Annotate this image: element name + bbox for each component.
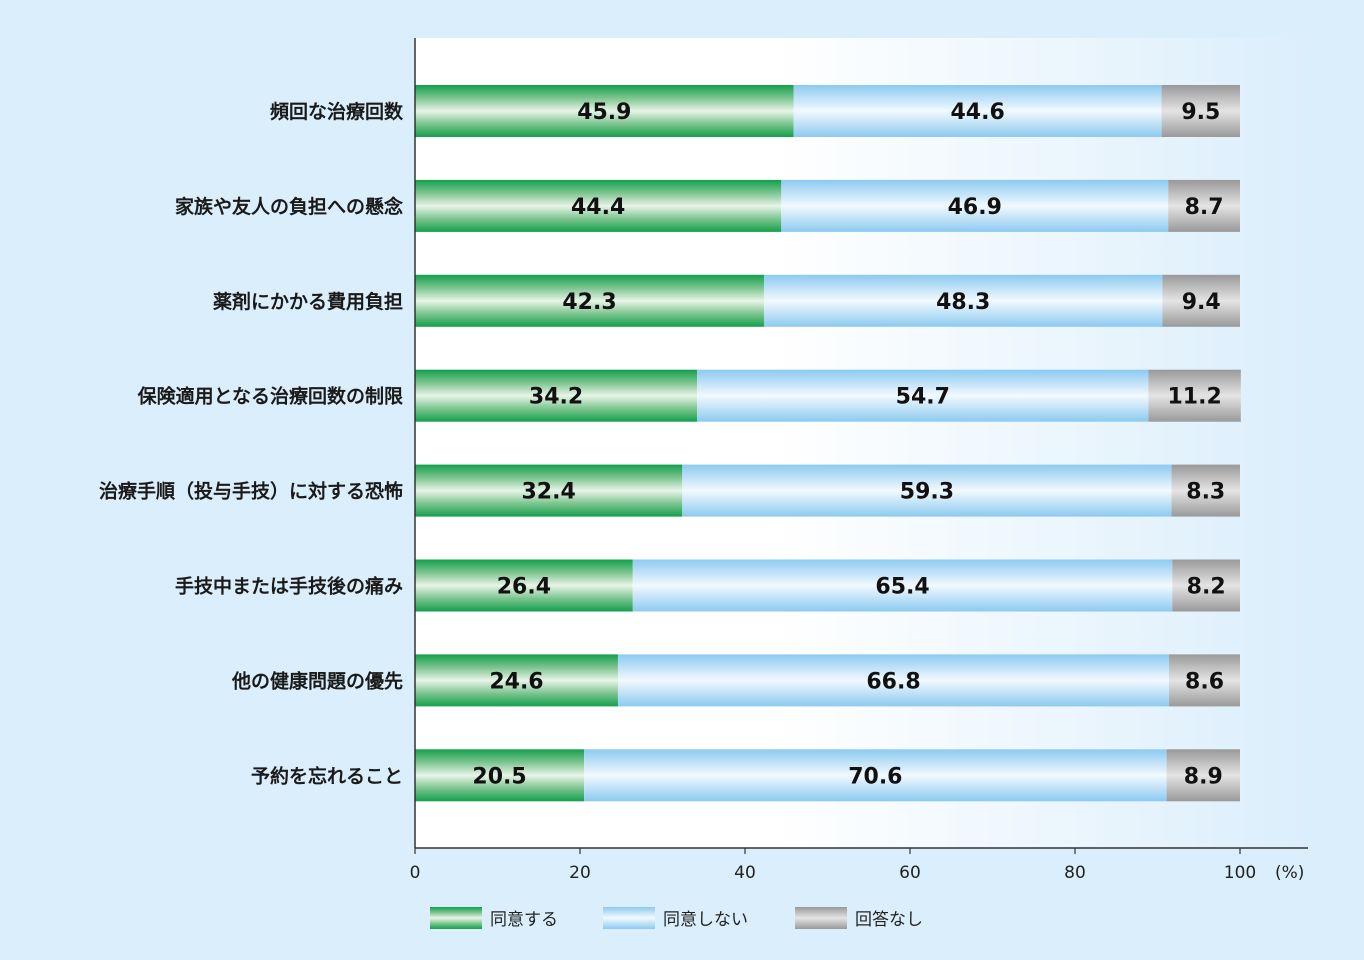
bar-segment-agree [415,654,618,707]
data-label: 44.4 [571,195,625,220]
legend-label: 同意する [490,910,558,930]
data-label: 70.6 [848,764,902,789]
data-label: 65.4 [875,575,929,600]
data-label: 32.4 [522,480,576,505]
category-label: 頻回な治療回数 [270,100,404,123]
data-label: 8.6 [1185,669,1224,694]
data-label: 26.4 [497,575,551,600]
data-label: 8.2 [1187,575,1226,600]
category-label: 手技中または手技後の痛み [175,575,403,598]
bar-segment-no-answer [1148,369,1241,422]
bar-segment-agree [415,179,782,232]
bar-segment-no-answer [1171,464,1240,517]
legend-label: 回答なし [855,910,923,930]
bar-segment-no-answer [1172,559,1240,612]
bar-segment-disagree [763,274,1163,327]
data-label: 46.9 [948,195,1002,220]
data-label: 48.3 [936,290,990,315]
x-tick-label: 80 [1064,863,1086,883]
x-unit-label: (%) [1275,863,1304,883]
bar-segment-agree [415,749,585,802]
bar-segment-disagree [632,559,1173,612]
bar-segment-no-answer [1161,85,1240,137]
data-label: 8.9 [1184,764,1223,789]
bar-segment-no-answer [1166,749,1240,802]
data-label: 59.3 [900,480,954,505]
category-label: 他の健康問題の優先 [231,669,403,692]
data-label: 54.7 [896,385,950,410]
data-label: 9.4 [1182,290,1221,315]
data-label: 66.8 [866,669,920,694]
legend-label: 同意しない [663,910,748,930]
x-tick-label: 0 [410,863,421,883]
data-label: 42.3 [562,290,616,315]
legend-swatch [430,907,482,929]
data-label: 9.5 [1181,100,1220,125]
bar-segment-no-answer [1169,654,1240,707]
bar-segment-disagree [697,369,1149,422]
category-label: 予約を忘れること [251,764,403,787]
data-label: 8.3 [1186,480,1225,505]
bar-segment-agree [415,464,683,517]
category-label: 保険適用となる治療回数の制限 [137,385,403,408]
data-label: 24.6 [489,669,543,694]
x-tick-label: 20 [569,863,591,883]
x-tick-label: 60 [899,863,921,883]
bar-segment-disagree [584,749,1167,802]
data-label: 11.2 [1167,385,1221,410]
data-label: 34.2 [529,385,583,410]
data-label: 44.6 [951,100,1005,125]
bar-segment-agree [415,559,633,612]
bar-segment-disagree [682,464,1172,517]
x-tick-label: 40 [734,863,756,883]
legend-swatch [795,907,847,929]
bar-segment-agree [415,274,764,327]
data-label: 20.5 [472,764,526,789]
plot-background [415,38,1308,848]
bar-segment-agree [415,85,794,137]
bar-segment-no-answer [1168,179,1240,232]
bar-segment-disagree [781,179,1169,232]
x-tick-label: 100 [1224,863,1256,883]
bar-segment-no-answer [1162,274,1240,327]
bar-segment-disagree [793,85,1162,137]
category-label: 家族や友人の負担への懸念 [175,195,403,218]
legend-swatch [603,907,655,929]
bar-segment-disagree [617,654,1170,707]
category-label: 治療手順（投与手技）に対する恐怖 [99,480,403,503]
category-label: 薬剤にかかる費用負担 [212,290,403,313]
data-label: 8.7 [1185,195,1224,220]
bar-segment-agree [415,369,698,422]
data-label: 45.9 [577,100,631,125]
